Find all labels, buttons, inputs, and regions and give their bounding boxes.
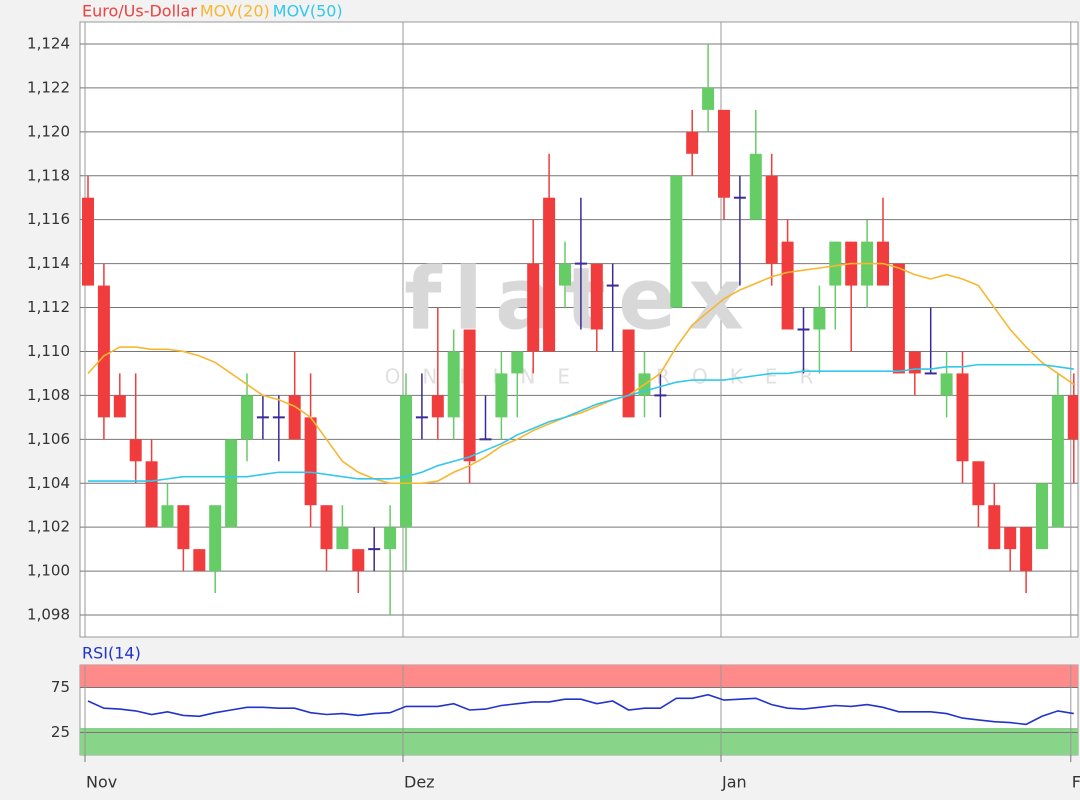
legend-entry: MOV(50) [273,2,343,21]
y-tick-label: 1,114 [27,254,70,272]
candle-body [590,263,603,330]
candle-body [193,549,206,572]
y-tick-label: 1,100 [27,562,70,580]
legend-entry: Euro/Us-Dollar [82,2,197,21]
candle-body [972,461,985,506]
candle-body [431,395,444,418]
candle-body [527,263,540,352]
candle-body [1020,527,1033,572]
candle-body [829,241,842,286]
candle-body [940,373,953,396]
plot-group [80,665,1078,755]
candle-body [288,395,301,440]
candle-body [1067,395,1078,440]
candle-body [447,351,460,418]
candle-body [781,241,794,330]
candle-body [543,197,556,352]
x-tick-label: Dez [404,773,435,792]
y-tick-label: 1,116 [27,210,70,228]
y-tick-label: 1,102 [27,518,70,536]
candle-body [97,285,110,418]
x-tick-label: Nov [86,773,117,792]
y-tick-label: 1,112 [27,298,70,316]
y-tick-label: 1,122 [27,78,70,96]
y-tick-label: 1,104 [27,474,70,492]
candle-body [765,175,778,264]
candle-body [336,527,349,550]
y-tick-label: 1,110 [27,342,70,360]
candle-body [988,505,1001,550]
candle-body [145,461,158,528]
band [80,665,1078,688]
candle-body [1004,527,1017,550]
candle-body [559,263,571,286]
x-tick-label: F [1072,773,1080,792]
y-tick-label: 1,108 [27,386,70,404]
candle-body [908,351,921,374]
y-tick-label: 1,124 [27,34,70,52]
candle-body [352,549,365,572]
panel-label: RSI(14) [82,644,141,663]
candle-body [686,131,699,154]
candle-body [622,329,635,418]
candle-body [129,439,142,462]
y-tick-label: 1,120 [27,122,70,140]
candle-body [892,263,905,374]
legend-entry: MOV(20) [200,2,270,21]
moving-average [87,262,1075,485]
candle-body [749,153,762,220]
candle-body [177,505,190,550]
candle-body [718,109,730,198]
y-tick-label: 75 [51,678,70,696]
candle-body [1036,483,1048,550]
candle-body [113,395,126,418]
candle-body [225,439,238,528]
candle-body [495,373,508,418]
candle-body [956,373,969,462]
candle-body [702,87,715,110]
y-tick-label: 1,106 [27,430,70,448]
candle-body [670,175,683,308]
y-tick-label: 25 [51,723,70,741]
candle-body [161,505,174,528]
rsi-line [87,693,1074,726]
candle-body [400,395,412,528]
plot-area [79,21,1079,638]
candle-body [1051,395,1064,528]
candle-body [209,505,222,572]
candle-body [241,395,253,440]
y-tick-label: 1,098 [27,606,70,624]
candle-body [384,527,397,550]
moving-average [88,363,1074,482]
candle-body [511,351,524,374]
y-tick-label: 1,118 [27,166,70,184]
x-tick-label: Jan [721,773,747,792]
candle-body [463,329,476,462]
candle-body [304,417,317,506]
candle-body [813,307,826,330]
candle-body [82,197,94,286]
candle-body [320,505,333,550]
